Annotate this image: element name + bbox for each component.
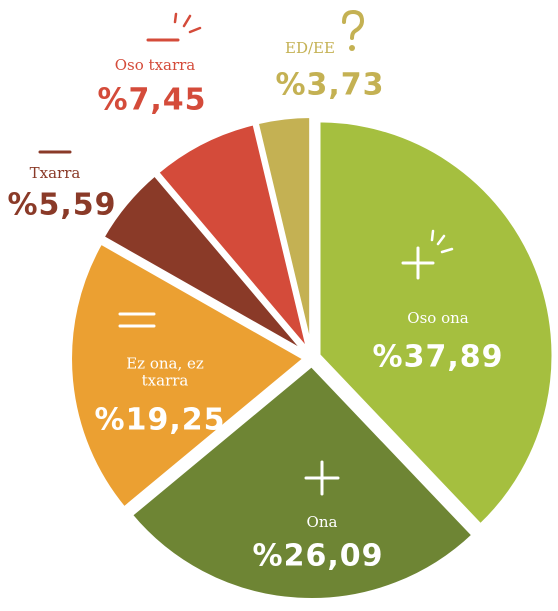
spark-icon [430,229,454,254]
value-label: %7,45 [97,82,207,118]
value-label: %37,89 [372,339,504,375]
value-label: %5,59 [7,187,117,223]
category-label: Txarra [29,163,81,182]
icons [38,9,454,496]
pie-slice [68,240,308,511]
category-label: Oso ona [407,308,469,327]
pie-slice [155,121,311,354]
spark-icon [173,12,202,34]
question-dot [349,45,355,51]
value-label: %3,73 [275,67,385,103]
value-label: %26,09 [252,538,384,574]
pie-slice [254,114,314,354]
category-label: ED/EE [285,38,335,57]
category-label: Ona [306,512,338,531]
pie-slice [100,172,309,356]
pie-slice [128,362,476,602]
plus-icon [304,460,340,496]
category-label: Oso txarra [114,55,196,74]
question-icon [342,9,365,40]
equals-icon [118,312,156,328]
category-label: Ez ona, ez txarra [126,354,204,389]
pie-slice [316,118,556,528]
plus-icon [401,246,435,280]
value-label: %19,25 [94,402,226,438]
